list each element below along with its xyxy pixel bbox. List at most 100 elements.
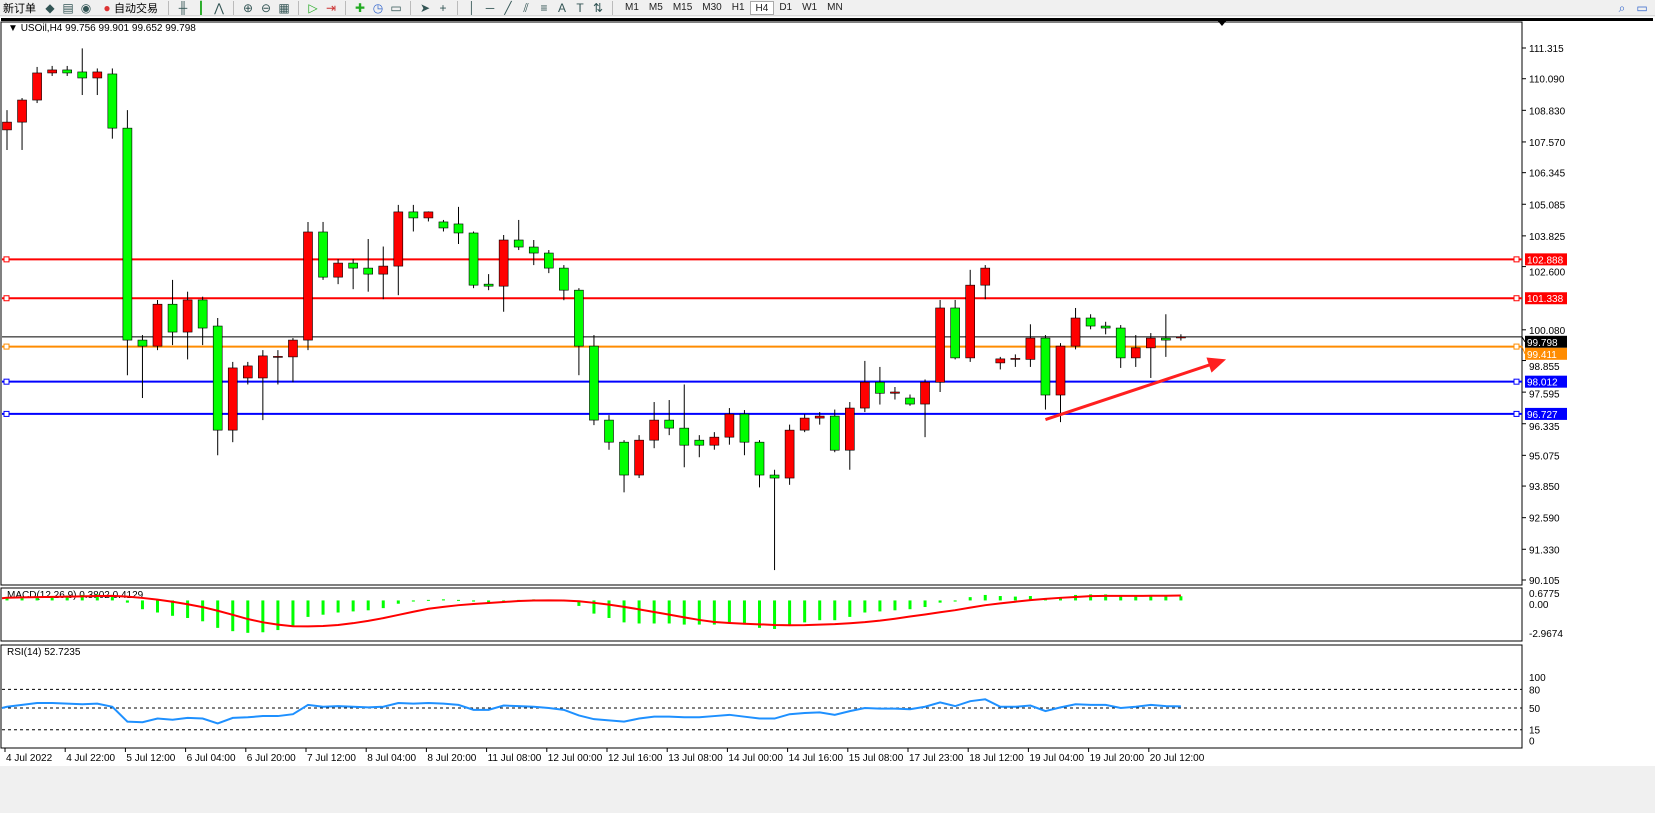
candle-body: [1161, 337, 1171, 341]
trend-arrow-head-icon[interactable]: [1206, 357, 1227, 373]
timeframe-mn[interactable]: MN: [827, 1, 843, 13]
candle: [1115, 325, 1126, 368]
channel-icon[interactable]: ⫽: [523, 0, 529, 15]
shift-icon[interactable]: ⇥: [325, 0, 337, 15]
chart-window[interactable]: 111.315 110.090 108.830 107.570 106.345 105.0…: [0, 17, 1655, 813]
macd-histogram-bar: [5, 597, 9, 601]
macd-histogram-bar: [80, 594, 84, 601]
candle-body: [378, 265, 389, 275]
label-icon[interactable]: T: [576, 0, 584, 15]
level-handle[interactable]: [1513, 343, 1520, 350]
trend-arrow-line[interactable]: [1044, 362, 1214, 422]
level-handle[interactable]: [3, 378, 10, 385]
vertical-line-icon[interactable]: │: [468, 0, 476, 15]
navigator-icon[interactable]: ▤: [62, 0, 74, 15]
line-chart-icon[interactable]: ⋀: [214, 0, 224, 15]
level-handle[interactable]: [1513, 378, 1520, 385]
candle-body: [107, 73, 118, 129]
candle: [679, 384, 690, 468]
candle: [17, 98, 27, 150]
bar-chart-icon[interactable]: ╫: [178, 0, 188, 15]
time-tick-label: 7 Jul 12:00: [307, 753, 356, 764]
macd-histogram-bar: [682, 600, 686, 625]
macd-histogram-bar: [968, 597, 972, 601]
level-handle[interactable]: [1513, 295, 1520, 302]
timeframe-m30[interactable]: M30: [702, 1, 722, 13]
candle-body: [920, 381, 930, 405]
templates-icon[interactable]: ▭: [390, 0, 402, 15]
candle: [543, 250, 554, 274]
zoom-in-icon[interactable]: ⊕: [242, 0, 254, 15]
rsi-panel-border: [0, 644, 1523, 749]
rsi-label: RSI(14) 52.7235: [7, 647, 81, 658]
candle: [634, 435, 644, 479]
candle-body: [950, 307, 960, 359]
macd-histogram-bar: [186, 600, 190, 618]
text-icon[interactable]: A: [557, 0, 566, 15]
separator: [410, 0, 411, 15]
timeframe-h4[interactable]: H4: [749, 0, 775, 15]
trendline-icon[interactable]: ╱: [504, 0, 512, 15]
horizontal-line-icon[interactable]: ─: [485, 0, 495, 15]
candle-body: [363, 267, 374, 275]
time-tick-label: 4 Jul 22:00: [66, 753, 115, 764]
status-area: [0, 766, 1655, 813]
candle-body: [739, 413, 750, 443]
candle-body: [2, 121, 12, 131]
auto-trading-button[interactable]: ● 自动交易: [97, 0, 161, 15]
scroll-icon[interactable]: ▷: [308, 0, 318, 15]
timeframe-m1[interactable]: M1: [625, 1, 639, 13]
macd-histogram-bar: [742, 600, 746, 625]
timeframe-w1[interactable]: W1: [802, 1, 818, 13]
time-tick-label: 17 Jul 23:00: [909, 753, 964, 764]
rsi-tick-label: 15: [1529, 726, 1541, 737]
level-handle[interactable]: [3, 343, 10, 350]
candle: [829, 409, 840, 453]
candle-body: [769, 474, 780, 479]
timeframe-d1[interactable]: D1: [779, 1, 793, 13]
zoom-out-icon[interactable]: ⊖: [260, 0, 272, 15]
time-tick-label: 11 Jul 08:00: [488, 753, 542, 764]
macd-histogram-bar: [291, 600, 295, 627]
separator: [233, 0, 234, 15]
time-tick-label: 8 Jul 04:00: [367, 753, 416, 764]
candle-body: [453, 223, 464, 234]
level-handle[interactable]: [3, 256, 10, 263]
signal-icon[interactable]: ◉: [80, 0, 92, 15]
price-tick-label: 103.825: [1529, 232, 1566, 243]
indicators-icon[interactable]: ✚: [354, 0, 366, 15]
level-handle[interactable]: [1513, 256, 1520, 263]
price-tick-label: 90.105: [1529, 576, 1560, 587]
price-tick-label: 98.855: [1529, 362, 1560, 373]
candle: [2, 110, 12, 150]
crosshair-icon[interactable]: +: [439, 0, 447, 15]
tile-icon[interactable]: ▦: [278, 0, 290, 15]
macd-histogram-bar: [276, 600, 280, 631]
chat-icon[interactable]: ▭: [1636, 0, 1648, 15]
level-handle[interactable]: [3, 410, 10, 417]
arrows-icon[interactable]: ⇅: [592, 0, 604, 15]
price-tick-label: 97.595: [1529, 390, 1560, 401]
level-handle[interactable]: [1513, 410, 1520, 417]
candlestick-icon[interactable]: ┃: [197, 0, 205, 15]
candle: [32, 66, 42, 104]
new-order-button[interactable]: 新订单: [0, 0, 39, 15]
price-level-badge: [1525, 407, 1567, 420]
timeframe-m15[interactable]: M15: [672, 1, 693, 13]
level-handle[interactable]: [3, 295, 10, 302]
timeframe-h1[interactable]: H1: [731, 1, 745, 13]
macd-histogram-bar: [125, 600, 129, 603]
periods-icon[interactable]: ◷: [372, 0, 384, 15]
candle: [1040, 335, 1051, 410]
candle: [243, 361, 253, 385]
cursor-icon[interactable]: ➤: [419, 0, 431, 15]
macd-tick-label: 0.00: [1529, 600, 1549, 611]
timeframe-m5[interactable]: M5: [648, 1, 663, 13]
market-watch-icon[interactable]: ◆: [45, 0, 55, 15]
candle: [875, 366, 885, 405]
fibonacci-icon[interactable]: ≡: [540, 0, 548, 15]
search-icon[interactable]: ⌕: [1618, 0, 1626, 15]
candle: [137, 335, 148, 399]
rsi-tick-label: 50: [1529, 704, 1541, 715]
candle-body: [965, 284, 976, 359]
